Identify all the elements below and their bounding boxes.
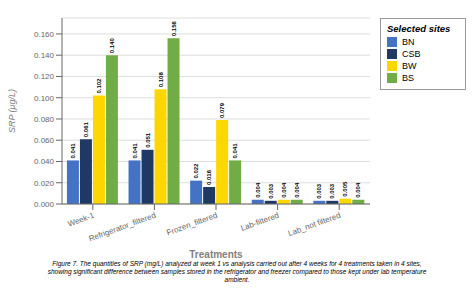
svg-text:0.160: 0.160 — [34, 30, 55, 39]
html-text:Selected sites: Selected sites — [387, 23, 451, 34]
svg-text:0.120: 0.120 — [34, 72, 55, 81]
svg-text:0.000: 0.000 — [34, 200, 55, 209]
svg-text:0.108: 0.108 — [158, 72, 164, 88]
svg-text:Lab-filtered: Lab-filtered — [240, 211, 281, 233]
svg-text:0.004: 0.004 — [294, 182, 300, 198]
svg-text:0.080: 0.080 — [34, 115, 55, 124]
svg-text:0.020: 0.020 — [34, 179, 55, 188]
svg-text:0.102: 0.102 — [96, 78, 102, 94]
svg-text:0.061: 0.061 — [83, 121, 89, 137]
svg-text:0.016: 0.016 — [206, 169, 212, 185]
svg-text:Week-1: Week-1 — [67, 211, 96, 229]
svg-text:0.041: 0.041 — [232, 143, 238, 159]
svg-text:0.051: 0.051 — [145, 132, 151, 148]
svg-text:0.003: 0.003 — [329, 183, 335, 199]
svg-text:0.140: 0.140 — [109, 38, 115, 54]
svg-text:SRP (μg/L): SRP (μg/L) — [8, 89, 17, 133]
svg-text:0.041: 0.041 — [70, 143, 76, 159]
html-text:BN: BN — [402, 37, 415, 47]
svg-text:0.140: 0.140 — [34, 51, 55, 60]
html-text:ambient.: ambient. — [224, 276, 250, 283]
svg-text:Lab_not filtered: Lab_not filtered — [287, 211, 342, 238]
svg-text:0.100: 0.100 — [34, 94, 55, 103]
svg-text:0.003: 0.003 — [316, 183, 322, 199]
svg-text:Refrigerator_filtered: Refrigerator_filtered — [88, 211, 158, 244]
html-text:CSB: CSB — [402, 49, 421, 59]
svg-text:0.003: 0.003 — [268, 183, 274, 199]
svg-text:Treatments: Treatments — [189, 249, 243, 258]
html-text:showing significant difference: showing significant difference between s… — [47, 268, 427, 275]
svg-text:0.022: 0.022 — [193, 163, 199, 179]
svg-text:0.060: 0.060 — [34, 136, 55, 145]
html-text:BW: BW — [402, 61, 417, 71]
svg-text:0.005: 0.005 — [342, 181, 348, 197]
svg-text:0.079: 0.079 — [219, 102, 225, 118]
svg-text:0.004: 0.004 — [255, 182, 261, 198]
svg-text:0.004: 0.004 — [281, 182, 287, 198]
svg-text:0.004: 0.004 — [355, 182, 361, 198]
svg-text:0.041: 0.041 — [132, 143, 138, 159]
html-text:Figure 7. The quantities of SR: Figure 7. The quantities of SRP (mg/L) a… — [52, 260, 422, 267]
svg-text:0.040: 0.040 — [34, 157, 55, 166]
html-text:BS: BS — [402, 73, 414, 83]
svg-text:Frozen_filtered: Frozen_filtered — [165, 211, 218, 238]
svg-text:0.156: 0.156 — [171, 21, 177, 37]
